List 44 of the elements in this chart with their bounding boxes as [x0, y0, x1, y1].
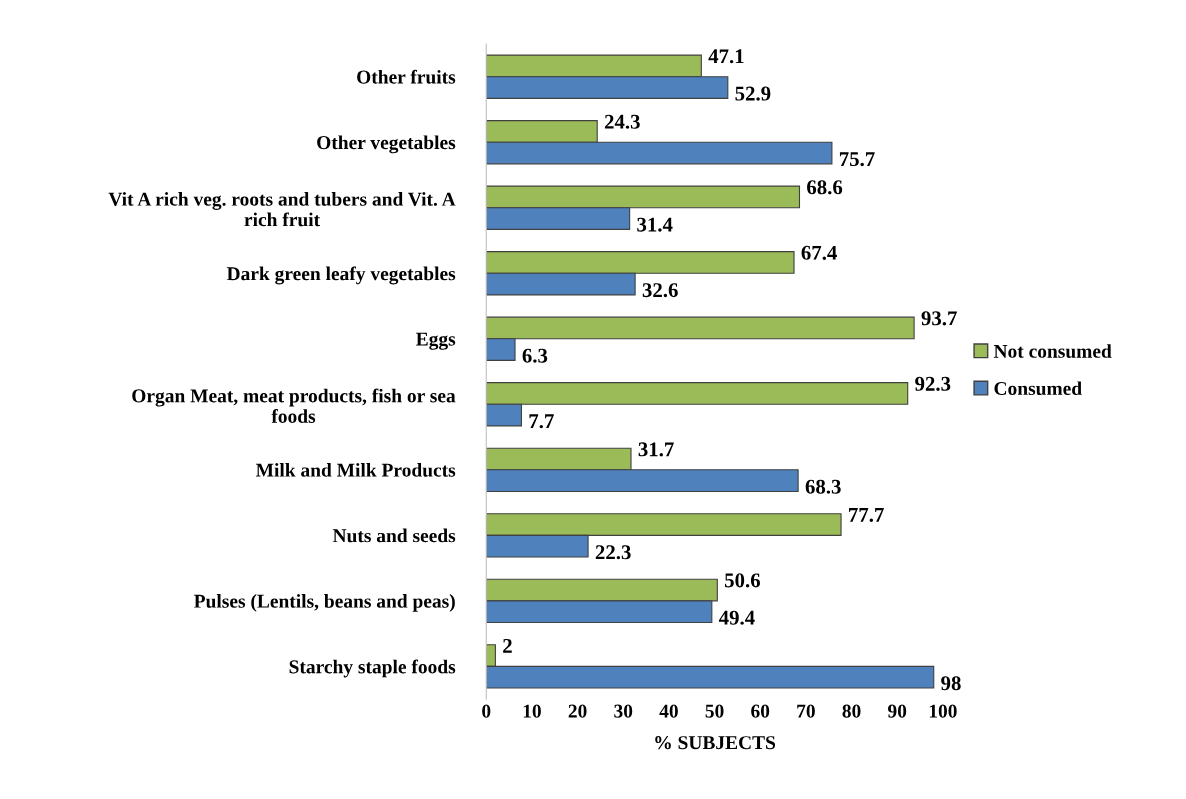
data-label: 6.3 [522, 348, 548, 363]
x-axis-title: % SUBJECTS [655, 736, 776, 750]
data-label: 93.7 [921, 311, 957, 326]
data-label: 22.3 [595, 545, 631, 560]
y-tick-label: Starchy staple foods [289, 659, 456, 678]
legend-label: Consumed [994, 381, 1082, 396]
y-tick-label: Nuts and seeds [332, 528, 456, 543]
x-tick-label: 100 [929, 704, 957, 718]
data-label: 75.7 [839, 152, 875, 167]
data-label: 92.3 [915, 376, 951, 391]
data-label: 67.4 [801, 245, 837, 260]
y-tick-label: Dark green leafy vegetables [226, 266, 456, 285]
x-tick-label: 90 [888, 704, 907, 718]
y-tick-label: Organ Meat, meat products, fish or sea foods [132, 388, 456, 423]
data-label: 24.3 [604, 114, 640, 129]
data-label: 68.6 [807, 180, 843, 195]
x-tick-label: 40 [659, 704, 678, 718]
data-label: 31.7 [638, 442, 674, 457]
y-tick-label: Pulses (Lentils, beans and peas) [194, 594, 455, 612]
y-tick-label: Other fruits [357, 69, 456, 84]
data-label: 68.3 [805, 479, 841, 494]
x-tick-label: 10 [523, 704, 541, 718]
data-label: 77.7 [849, 508, 884, 522]
data-label: 32.6 [642, 283, 678, 298]
data-label: 98 [941, 676, 961, 691]
data-label: 7.7 [529, 414, 554, 429]
y-tick-label: Other vegetables [317, 135, 456, 154]
y-tick-label: Milk and Milk Products [255, 463, 456, 477]
x-tick-label: 50 [705, 704, 724, 718]
x-tick-label: 60 [751, 704, 770, 718]
data-label: 50.6 [724, 573, 760, 588]
legend-label: Not consumed [993, 344, 1112, 358]
data-label: 2 [503, 638, 512, 653]
data-label: 31.4 [637, 217, 673, 232]
y-tick-label: Vit A rich veg. roots and tubers and Vit. A rich fruit [108, 192, 456, 227]
x-tick-label: 0 [482, 704, 491, 718]
data-label: 47.1 [708, 49, 744, 64]
x-tick-label: 30 [614, 704, 633, 718]
data-label: 49.4 [718, 610, 755, 625]
x-tick-label: 70 [797, 704, 815, 718]
data-label: 52.9 [735, 86, 771, 101]
x-tick-label: 20 [568, 704, 587, 718]
y-tick-label: Eggs [416, 332, 456, 350]
x-tick-label: 80 [842, 704, 861, 718]
